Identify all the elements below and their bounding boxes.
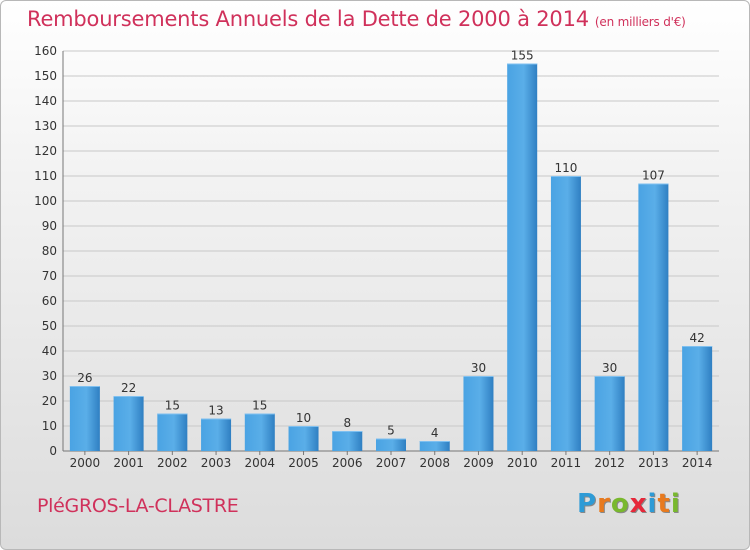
chart-unit: (en milliers d'€) <box>594 15 686 29</box>
data-label: 15 <box>165 399 180 413</box>
y-tick-label: 40 <box>42 344 57 358</box>
y-tick-label: 100 <box>34 194 57 208</box>
x-tick-label: 2008 <box>419 456 450 470</box>
x-tick-label: 2004 <box>245 456 276 470</box>
y-tick-label: 160 <box>34 44 57 58</box>
data-label: 26 <box>77 371 92 385</box>
chart-title: Remboursements Annuels de la Dette de 20… <box>27 7 686 31</box>
bar <box>201 418 232 451</box>
data-label: 13 <box>208 404 223 418</box>
logo-letter: o <box>610 489 630 519</box>
logo-letter: P <box>577 489 598 519</box>
y-tick-label: 20 <box>42 394 57 408</box>
x-tick-label: 2007 <box>376 456 407 470</box>
y-tick-label: 10 <box>42 419 57 433</box>
x-tick-label: 2012 <box>594 456 625 470</box>
y-tick-label: 110 <box>34 169 57 183</box>
x-tick-label: 2006 <box>332 456 363 470</box>
bar <box>682 346 713 451</box>
logo-letter: i <box>670 489 681 519</box>
y-tick-label: 50 <box>42 319 57 333</box>
bar <box>332 431 363 451</box>
logo-letter: r <box>597 489 611 519</box>
y-tick-label: 70 <box>42 269 57 283</box>
y-tick-label: 80 <box>42 244 57 258</box>
y-tick-label: 150 <box>34 69 57 83</box>
chart-title-text: Remboursements Annuels de la Dette de 20… <box>27 7 589 31</box>
data-label: 155 <box>511 49 534 63</box>
data-label: 5 <box>387 424 395 438</box>
bar <box>69 386 100 451</box>
proxiti-logo: Proxiti <box>577 489 681 519</box>
logo-letter: t <box>657 489 671 519</box>
logo-letter: x <box>629 489 648 519</box>
bar <box>638 183 669 451</box>
bar <box>463 376 494 451</box>
x-tick-label: 2000 <box>70 456 101 470</box>
commune-name: PléGROS-LA-CLASTRE <box>37 495 239 517</box>
data-label: 42 <box>689 331 704 345</box>
y-tick-label: 30 <box>42 369 57 383</box>
bar <box>376 438 406 451</box>
x-tick-label: 2013 <box>638 456 669 470</box>
bar <box>594 376 625 451</box>
data-label: 110 <box>554 161 577 175</box>
y-tick-label: 60 <box>42 294 57 308</box>
data-label: 4 <box>431 426 439 440</box>
y-tick-label: 140 <box>34 94 57 108</box>
y-tick-label: 130 <box>34 119 57 133</box>
data-label: 15 <box>252 399 267 413</box>
data-label: 107 <box>642 169 665 183</box>
x-tick-label: 2011 <box>551 456 582 470</box>
x-tick-label: 2009 <box>463 456 494 470</box>
data-label: 8 <box>343 416 351 430</box>
y-tick-label: 120 <box>34 144 57 158</box>
bar <box>157 413 188 451</box>
bar <box>113 396 144 451</box>
x-tick-label: 2001 <box>113 456 144 470</box>
x-tick-label: 2002 <box>157 456 188 470</box>
data-label: 22 <box>121 381 136 395</box>
data-label: 30 <box>471 361 486 375</box>
y-tick-label: 90 <box>42 219 57 233</box>
logo-letter: i <box>647 489 658 519</box>
x-tick-label: 2010 <box>507 456 538 470</box>
x-tick-label: 2005 <box>288 456 319 470</box>
data-label: 30 <box>602 361 617 375</box>
bar <box>550 176 581 451</box>
x-tick-label: 2003 <box>201 456 232 470</box>
data-label: 10 <box>296 411 311 425</box>
y-tick-label: 0 <box>49 444 57 458</box>
bar <box>244 413 275 451</box>
x-tick-label: 2014 <box>682 456 713 470</box>
bar <box>507 63 538 451</box>
bar <box>419 441 450 451</box>
bar <box>288 426 319 451</box>
